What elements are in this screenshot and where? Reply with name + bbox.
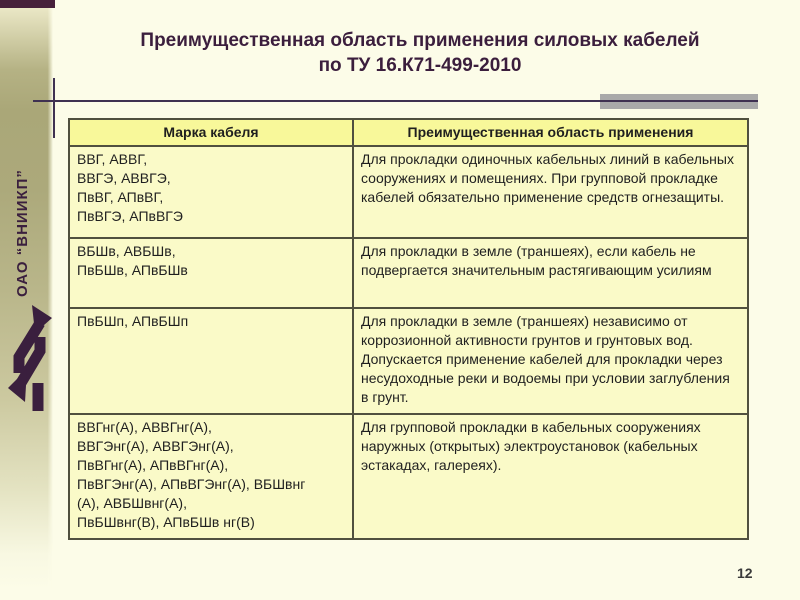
slide-title: Преимущественная область применения сило… bbox=[70, 28, 770, 78]
kp-monogram-icon bbox=[8, 305, 52, 411]
slide-title-line-1: Преимущественная область применения сило… bbox=[140, 30, 700, 51]
table-row: ВБШв, АВБШв, ПвБШв, АПвБШв Для прокладки… bbox=[68, 237, 749, 309]
cell-application: Для групповой прокладки в кабельных соор… bbox=[352, 413, 749, 540]
cell-application: Для прокладки в земле (траншеях), если к… bbox=[352, 237, 749, 309]
cell-cable-mark: ПвБШп, АПвБШп bbox=[68, 307, 354, 415]
table-row: ВВГ, АВВГ, ВВГЭ, АВВГЭ, ПвВГ, АПвВГ, ПвВ… bbox=[68, 145, 749, 239]
cable-application-table: Марка кабеля Преимущественная область пр… bbox=[68, 118, 749, 540]
slide-title-line-2: по ТУ 16.К71-499-2010 bbox=[318, 55, 522, 76]
page-number: 12 bbox=[737, 565, 753, 581]
cell-cable-mark: ВБШв, АВБШв, ПвБШв, АПвБШв bbox=[68, 237, 354, 309]
table-row: ВВГнг(А), АВВГнг(А), ВВГЭнг(А), АВВГЭнг(… bbox=[68, 413, 749, 540]
cell-application: Для прокладки в земле (траншеях) независ… bbox=[352, 307, 749, 415]
cell-cable-mark: ВВГ, АВВГ, ВВГЭ, АВВГЭ, ПвВГ, АПвВГ, ПвВ… bbox=[68, 145, 354, 239]
column-header-cable-mark: Марка кабеля bbox=[68, 118, 354, 147]
cell-cable-mark: ВВГнг(А), АВВГнг(А), ВВГЭнг(А), АВВГЭнг(… bbox=[68, 413, 354, 540]
title-underline-rule bbox=[33, 100, 758, 102]
cell-application: Для прокладки одиночных кабельных линий … bbox=[352, 145, 749, 239]
decorative-vertical-rule bbox=[53, 78, 55, 138]
column-header-application: Преимущественная область применения bbox=[352, 118, 749, 147]
corner-accent-bar bbox=[0, 0, 55, 8]
table-row: ПвБШп, АПвБШп Для прокладки в земле (тра… bbox=[68, 307, 749, 415]
sidebar-org-name: ОАО “ВНИИКП” bbox=[14, 169, 31, 297]
table-header-row: Марка кабеля Преимущественная область пр… bbox=[68, 118, 749, 147]
